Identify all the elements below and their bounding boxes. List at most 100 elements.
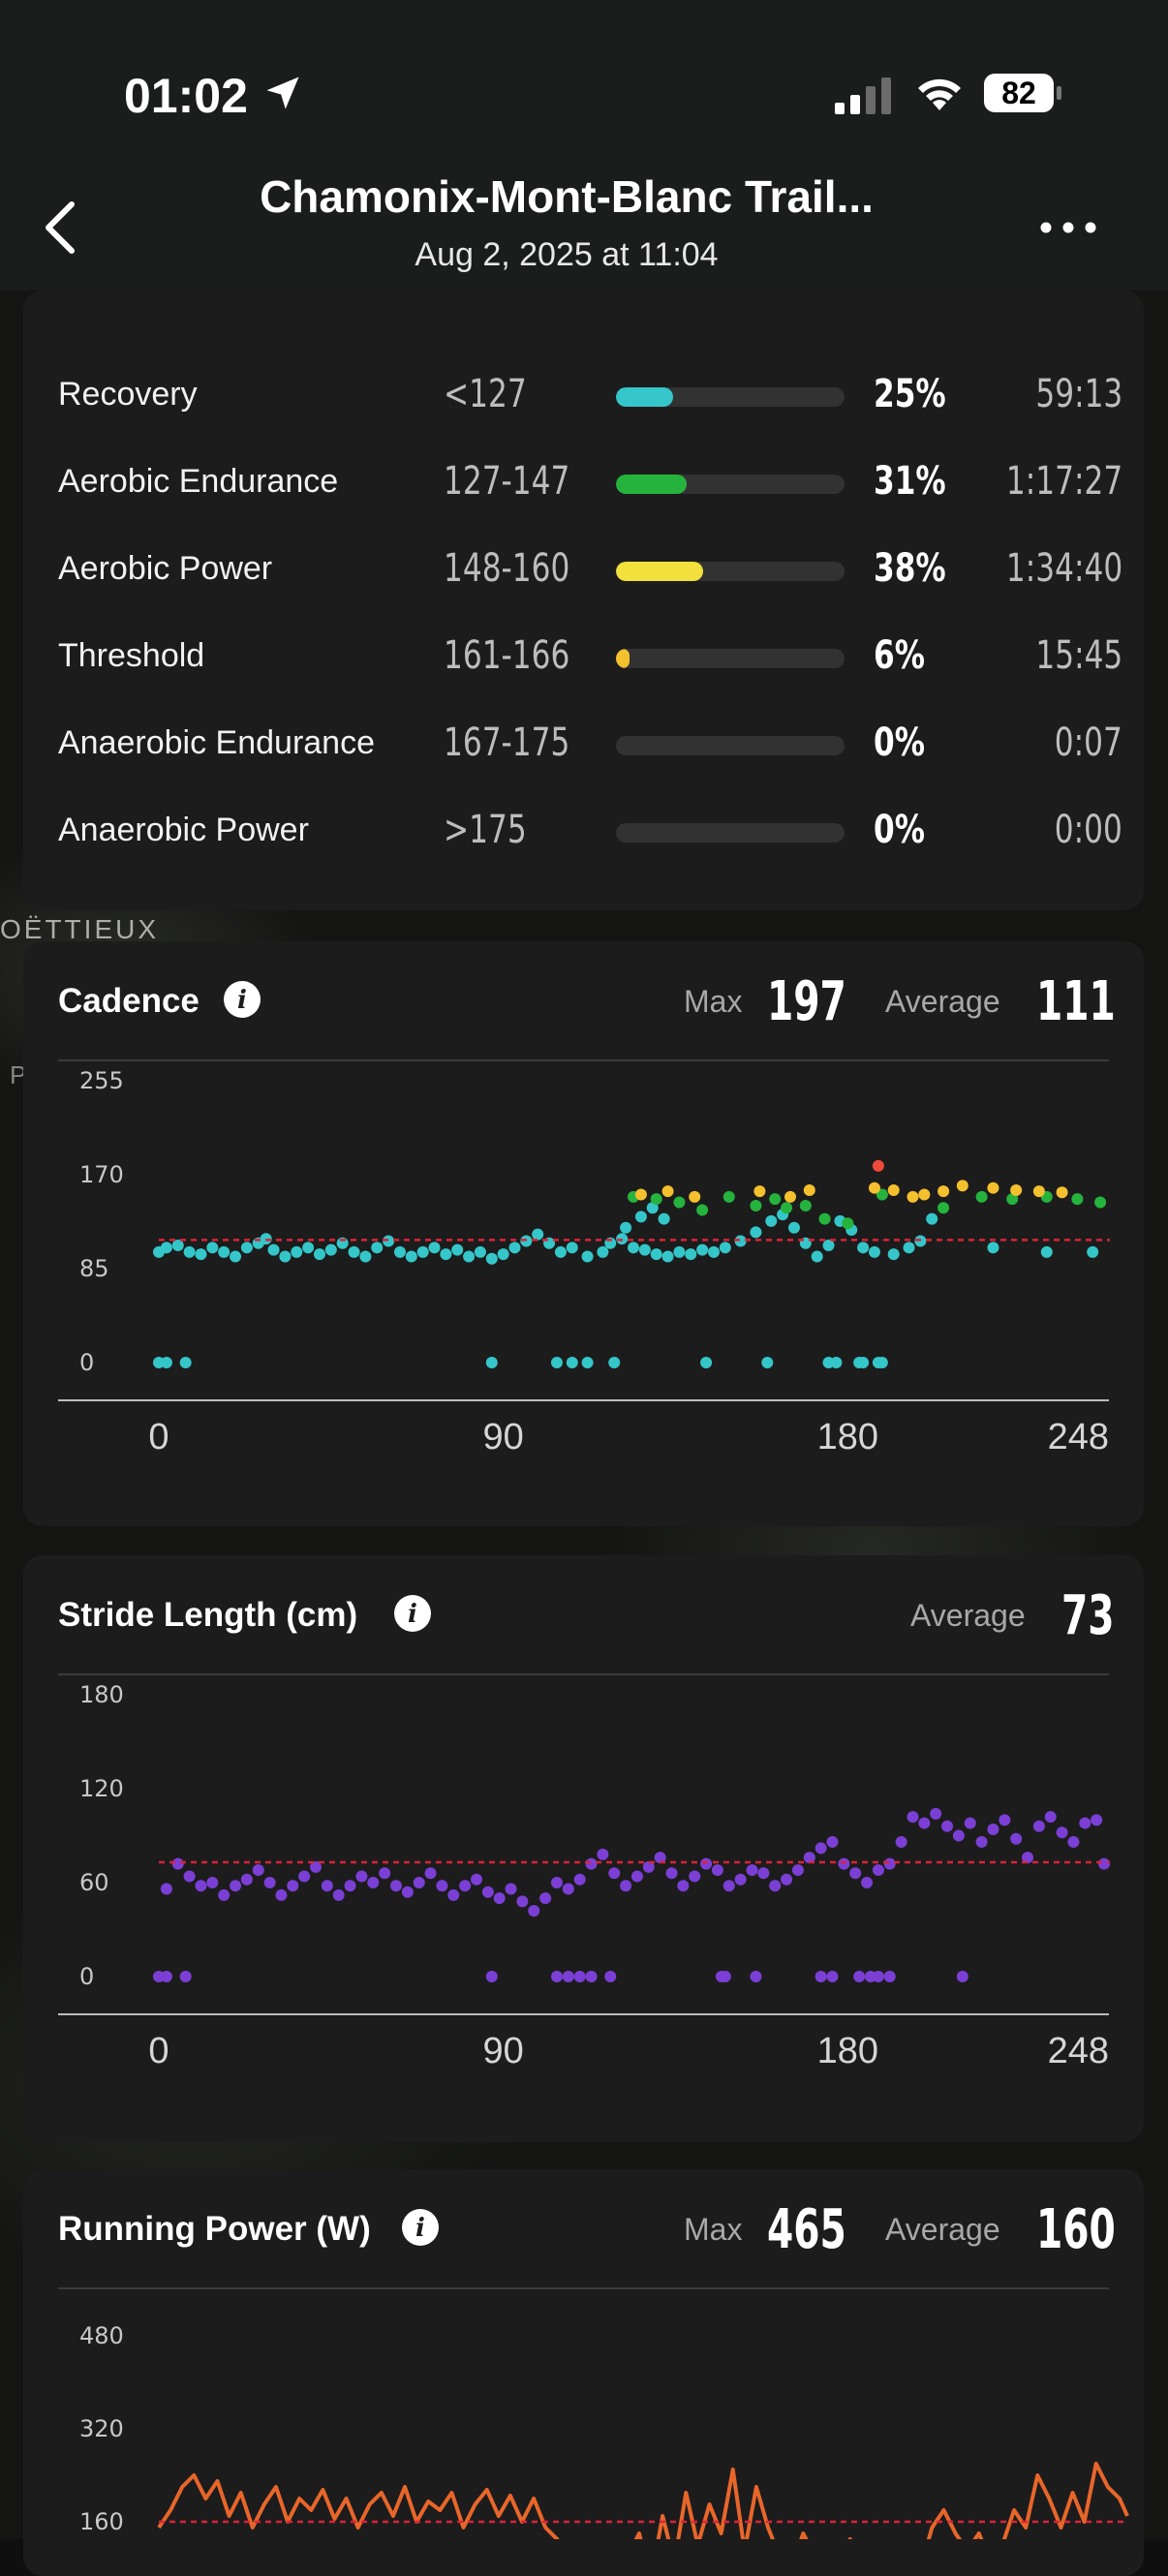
data-point — [722, 1190, 735, 1203]
info-icon[interactable]: i — [393, 1594, 432, 1633]
data-point — [550, 1357, 563, 1368]
zone-bar-fill — [616, 562, 703, 581]
data-point — [1079, 1817, 1091, 1829]
data-point — [734, 1235, 747, 1247]
data-point — [757, 1867, 770, 1880]
data-point — [279, 1250, 292, 1263]
more-options-icon[interactable] — [1036, 208, 1100, 247]
zone-percent: 31% — [874, 459, 946, 504]
data-point — [734, 1873, 747, 1886]
data-point — [650, 1248, 662, 1261]
back-chevron-icon[interactable] — [41, 199, 79, 257]
data-point — [1006, 1193, 1019, 1206]
data-point — [661, 1185, 674, 1198]
data-point — [903, 1242, 915, 1254]
zone-bar-track — [616, 387, 845, 407]
svg-text:i: i — [408, 1600, 417, 1629]
y-tick-label: 0 — [79, 1963, 94, 1990]
data-point — [815, 1842, 827, 1855]
data-point — [689, 1870, 701, 1883]
data-point — [313, 1248, 325, 1261]
data-point — [907, 1190, 919, 1203]
data-point — [826, 1835, 839, 1848]
data-point — [171, 1857, 184, 1870]
data-point — [964, 1817, 976, 1829]
data-point — [784, 1190, 797, 1203]
data-point — [597, 1848, 609, 1860]
data-point — [240, 1242, 253, 1254]
data-point — [554, 1245, 567, 1258]
data-point — [275, 1888, 288, 1901]
data-point — [263, 1877, 276, 1888]
data-point — [700, 1357, 713, 1368]
data-point — [803, 1852, 815, 1864]
stride-length-card: Stride Length (cm) i Average 73 0 60 120 18… — [23, 1555, 1144, 2142]
data-point — [658, 1212, 670, 1225]
zone-range: 148-160 — [444, 546, 570, 591]
zone-row: Anaerobic Power >175 0% 0:00 — [23, 802, 1144, 860]
data-point — [183, 1870, 196, 1883]
data-point — [267, 1243, 280, 1256]
data-point — [608, 1867, 621, 1880]
zone-percent: 0% — [874, 721, 925, 765]
running-power-card: Running Power (W) i Max 465 Average 160 … — [23, 2169, 1144, 2576]
info-icon[interactable]: i — [401, 2208, 440, 2247]
data-point — [1040, 1245, 1053, 1258]
data-point — [769, 1880, 782, 1892]
data-point — [287, 1880, 299, 1892]
data-point — [987, 1181, 999, 1194]
data-point — [1056, 1186, 1068, 1199]
zone-bar-track — [616, 562, 845, 581]
data-point — [179, 1971, 192, 1982]
data-point — [359, 1250, 372, 1263]
data-point — [539, 1892, 552, 1905]
data-point — [628, 1242, 639, 1254]
battery-icon: 82 — [984, 74, 1063, 114]
data-point — [941, 1820, 954, 1832]
data-point — [975, 1835, 988, 1848]
data-point — [918, 1188, 931, 1201]
map-place-label: OËTTIEUX — [0, 914, 160, 944]
data-point — [230, 1880, 242, 1892]
y-tick-label: 480 — [79, 2322, 124, 2349]
info-icon[interactable]: i — [223, 980, 261, 1019]
data-point — [195, 1880, 207, 1892]
data-point — [956, 1180, 968, 1192]
status-time: 01:02 — [124, 69, 248, 123]
data-point — [799, 1199, 812, 1211]
data-point — [887, 1248, 900, 1261]
data-point — [1022, 1852, 1034, 1864]
zone-range: >175 — [444, 808, 527, 852]
data-point — [872, 1159, 884, 1172]
data-point — [787, 1221, 800, 1234]
data-point — [298, 1870, 311, 1883]
data-point — [872, 1864, 884, 1877]
data-point — [573, 1971, 586, 1982]
data-point — [620, 1221, 632, 1234]
data-point — [413, 1877, 425, 1888]
data-point — [344, 1880, 356, 1892]
x-tick-label: 180 — [817, 2031, 878, 2071]
divider — [58, 1673, 1109, 1675]
data-point — [604, 1971, 617, 1982]
data-point — [1087, 1245, 1099, 1258]
y-tick-label: 320 — [79, 2415, 124, 2442]
data-point — [630, 1870, 643, 1883]
data-point — [508, 1242, 521, 1254]
x-tick-label: 90 — [483, 1417, 524, 1457]
zone-percent: 25% — [874, 372, 946, 416]
data-point — [853, 1971, 866, 1982]
data-point — [505, 1883, 517, 1895]
data-point — [803, 1183, 815, 1196]
zone-name: Recovery — [58, 376, 198, 413]
data-point — [1044, 1811, 1057, 1824]
data-point — [719, 1242, 731, 1254]
data-point — [291, 1245, 303, 1258]
y-tick-label: 60 — [79, 1869, 109, 1896]
data-point — [857, 1357, 870, 1368]
data-point — [781, 1873, 793, 1886]
data-point — [355, 1870, 368, 1883]
data-point — [838, 1857, 850, 1870]
data-point — [642, 1860, 655, 1873]
data-point — [436, 1880, 448, 1892]
